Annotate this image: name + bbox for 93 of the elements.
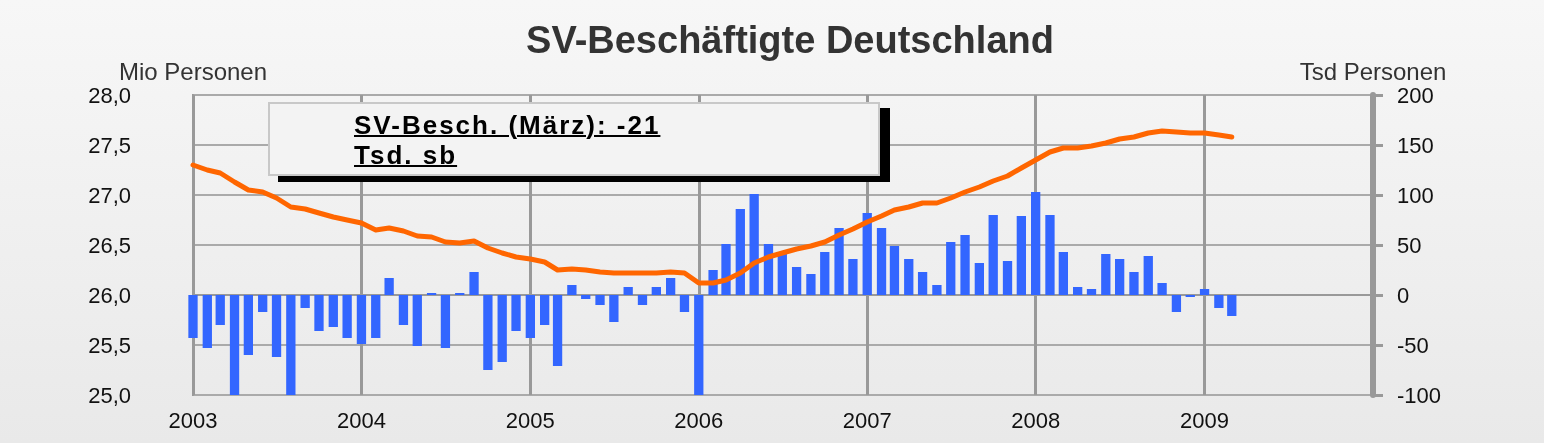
- bar: [328, 295, 338, 327]
- y-tick-label: 27,0: [88, 182, 131, 208]
- bar: [735, 209, 745, 295]
- bar: [1031, 192, 1041, 295]
- bar: [342, 295, 352, 338]
- x-tick-label: 2009: [1180, 407, 1230, 433]
- bar: [679, 295, 690, 312]
- y-tick-label: 25,0: [88, 382, 131, 408]
- bar: [539, 295, 550, 325]
- y2-tick-label: 0: [1397, 282, 1410, 308]
- bar: [595, 295, 605, 305]
- y-tick-label: 25,5: [88, 332, 131, 358]
- y2-tick-label: 200: [1397, 82, 1434, 108]
- bar: [1002, 261, 1013, 295]
- bar: [917, 272, 928, 295]
- bar: [497, 295, 507, 362]
- bar: [651, 287, 661, 295]
- bar: [1171, 295, 1182, 312]
- annotation: SV-Besch. (März): -21 Tsd. sb: [354, 110, 662, 170]
- bar: [1129, 272, 1139, 295]
- bar: [371, 295, 381, 338]
- bar: [806, 274, 816, 295]
- y2-tick-label: -50: [1397, 332, 1429, 358]
- bar: [791, 267, 802, 295]
- bar: [1045, 215, 1055, 295]
- y-axis-title: Mio Personen: [118, 57, 268, 85]
- bar: [188, 295, 198, 338]
- bar: [876, 228, 887, 295]
- bar: [525, 295, 535, 338]
- y2-axis-title: Tsd Personen: [1299, 57, 1447, 85]
- bar: [820, 252, 830, 295]
- bar: [946, 242, 956, 295]
- x-tick-label: 2004: [336, 407, 386, 433]
- bar: [1143, 256, 1153, 295]
- bar: [749, 194, 759, 295]
- bar: [665, 278, 676, 295]
- y-tick-label: 28,0: [88, 82, 131, 108]
- bar: [1086, 289, 1097, 295]
- y2-tick-label: -100: [1397, 382, 1442, 408]
- bar: [1214, 295, 1224, 308]
- y-tick-label: 26,0: [88, 282, 131, 308]
- bar: [229, 295, 240, 395]
- bar: [1101, 254, 1111, 295]
- x-tick-label: 2003: [168, 407, 218, 433]
- x-tick-label: 2007: [842, 407, 892, 433]
- bar: [567, 285, 577, 295]
- bar: [904, 259, 914, 295]
- bar: [356, 295, 367, 344]
- x-tick-label: 2005: [505, 407, 555, 433]
- bar: [483, 295, 493, 370]
- y2-tick-label: 150: [1397, 132, 1434, 158]
- bar: [1073, 287, 1083, 295]
- bar: [258, 295, 268, 312]
- bar: [862, 213, 872, 295]
- bar: [412, 295, 422, 346]
- bar: [1016, 216, 1027, 295]
- bar: [215, 295, 225, 325]
- bar: [469, 272, 479, 295]
- bar: [960, 235, 970, 295]
- y2-tick-label: 50: [1397, 232, 1422, 258]
- bar: [637, 295, 648, 305]
- bar: [314, 295, 324, 331]
- bar: [848, 259, 858, 295]
- y2-tick-label: 100: [1397, 182, 1434, 208]
- bar: [511, 295, 521, 331]
- bar: [932, 285, 942, 295]
- x-tick-label: 2006: [674, 407, 724, 433]
- x-tick-label: 2008: [1011, 407, 1061, 433]
- y-tick-label: 27,5: [88, 132, 131, 158]
- bar: [988, 215, 998, 295]
- bar: [1058, 252, 1068, 295]
- chart-title: SV-Beschäftigte Deutschland: [526, 19, 1054, 61]
- bar: [384, 278, 394, 295]
- y-tick-label: 26,5: [88, 232, 131, 258]
- bar: [440, 295, 451, 348]
- bar: [243, 295, 254, 355]
- bar: [202, 295, 212, 348]
- bar: [398, 295, 409, 325]
- bar: [1115, 259, 1125, 295]
- bar: [609, 295, 619, 322]
- bar: [694, 295, 704, 395]
- bar: [300, 295, 310, 308]
- bar: [1157, 283, 1167, 295]
- bar: [889, 246, 900, 295]
- bar: [552, 295, 563, 366]
- bar: [1199, 289, 1210, 295]
- bar: [271, 295, 282, 357]
- bar: [1227, 295, 1237, 316]
- bar: [974, 263, 985, 295]
- bar: [834, 228, 844, 295]
- bar: [286, 295, 296, 395]
- bar: [581, 295, 591, 299]
- bar: [623, 287, 633, 295]
